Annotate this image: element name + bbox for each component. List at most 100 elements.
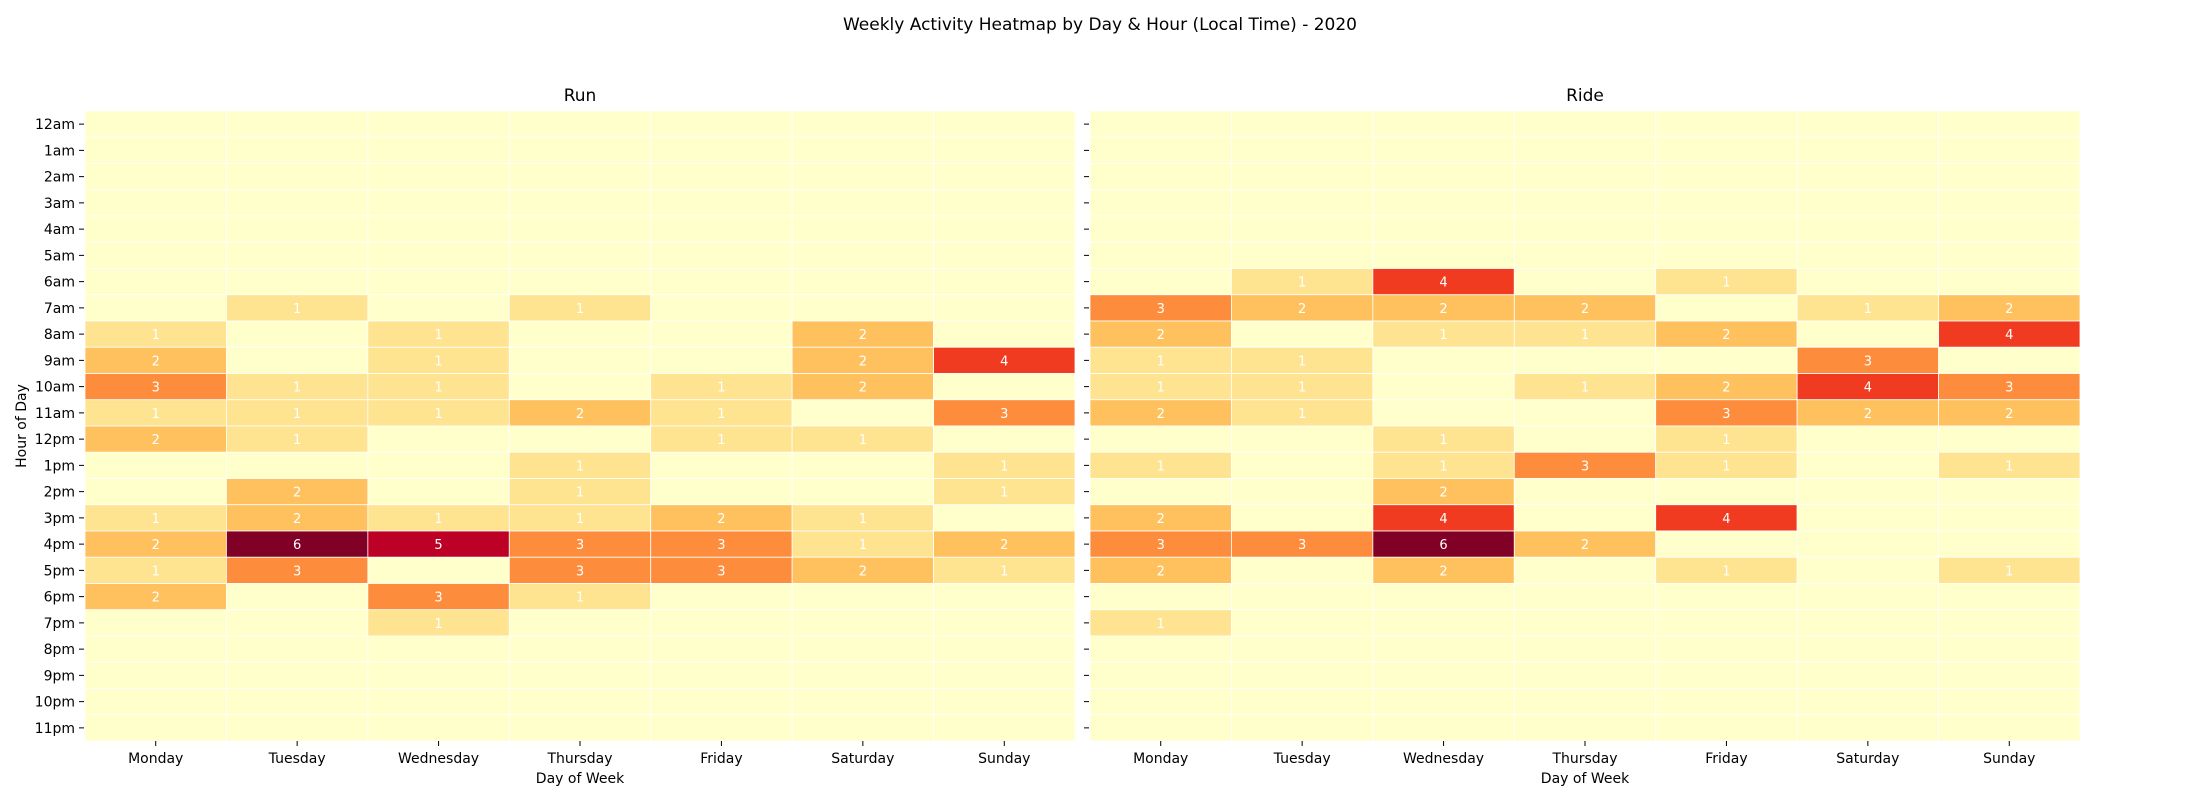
heatmap-cell	[933, 530, 1076, 558]
x-tick-label: Wednesday	[398, 751, 479, 767]
heatmap-cell	[1655, 373, 1798, 401]
heatmap-cell	[1796, 163, 1939, 191]
heatmap-cell	[1089, 241, 1232, 269]
heatmap-cell	[650, 163, 793, 191]
heatmap-cell	[791, 136, 934, 164]
heatmap-cell	[1089, 635, 1232, 663]
heatmap-cell	[1513, 215, 1657, 243]
heatmap-cell	[1231, 215, 1374, 243]
heatmap-cell	[1513, 346, 1657, 374]
heatmap-cell	[1938, 609, 2081, 637]
cell-value-label: 1	[1000, 564, 1008, 579]
cell-value-label: 1	[1722, 433, 1730, 448]
cell-value-label: 2	[293, 512, 301, 527]
heatmap-cell	[1938, 425, 2081, 453]
heatmap-cell	[791, 268, 934, 296]
heatmap-cell	[1655, 110, 1798, 138]
heatmap-cell	[1231, 136, 1374, 164]
heatmap-cell	[508, 451, 652, 479]
heatmap-cell	[1089, 530, 1232, 558]
cell-value-label: 1	[1581, 381, 1589, 396]
heatmap-cell	[1938, 294, 2081, 322]
heatmap-cell	[1372, 635, 1515, 663]
cell-value-label: 2	[152, 591, 160, 606]
cell-value-label: 2	[2005, 302, 2013, 317]
cell-value-label: 1	[1439, 328, 1447, 343]
cell-value-label: 1	[434, 354, 442, 369]
cell-value-label: 2	[1722, 328, 1730, 343]
heatmap-cell	[933, 320, 1076, 348]
heatmap-cell	[1089, 504, 1232, 532]
cell-value-label: 3	[717, 564, 725, 579]
y-tick-label: 12am	[35, 117, 75, 133]
heatmap-cell	[1796, 215, 1939, 243]
cell-value-label: 1	[434, 381, 442, 396]
panel-title: Run	[564, 86, 597, 106]
heatmap-cell	[1796, 583, 1939, 611]
heatmap-cell	[1231, 556, 1374, 584]
x-tick-label: Saturday	[1836, 751, 1899, 767]
y-tick-label: 12pm	[35, 432, 75, 448]
cell-value-label: 1	[1157, 459, 1165, 474]
heatmap-cell	[1513, 399, 1657, 427]
heatmap-cell	[1231, 163, 1374, 191]
heatmap-cell	[1231, 661, 1374, 689]
cell-value-label: 1	[576, 591, 584, 606]
heatmap-cell	[650, 136, 793, 164]
heatmap-cell	[791, 661, 934, 689]
heatmap-cell	[1231, 320, 1374, 348]
heatmap-cell	[367, 136, 510, 164]
heatmap-cell	[1938, 373, 2081, 401]
cell-value-label: 2	[859, 564, 867, 579]
heatmap-cell	[226, 530, 369, 558]
cell-value-label: 1	[859, 538, 867, 553]
heatmap-cell	[226, 136, 369, 164]
heatmap-cell	[933, 215, 1076, 243]
heatmap-cell	[650, 688, 793, 716]
cell-value-label: 1	[152, 564, 160, 579]
heatmap-cell	[1796, 268, 1939, 296]
heatmap-cell	[1796, 556, 1939, 584]
cell-value-label: 1	[152, 407, 160, 422]
heatmap-cell	[367, 714, 510, 742]
heatmap-cell	[933, 504, 1076, 532]
heatmap-cell	[1796, 478, 1939, 506]
heatmap-cell	[1372, 346, 1515, 374]
heatmap-cell	[1796, 714, 1939, 742]
x-tick-label: Sunday	[978, 751, 1030, 767]
heatmap-cell	[508, 320, 652, 348]
heatmap-cell	[84, 346, 227, 374]
heatmap-cell	[367, 661, 510, 689]
cell-value-label: 2	[152, 433, 160, 448]
heatmap-cell	[1938, 399, 2081, 427]
heatmap-cell	[508, 530, 652, 558]
cell-value-label: 4	[2005, 328, 2013, 343]
cell-value-label: 1	[434, 407, 442, 422]
cell-value-label: 3	[1864, 354, 1872, 369]
heatmap-cell	[367, 399, 510, 427]
heatmap-cell	[650, 478, 793, 506]
heatmap-cell	[367, 189, 510, 217]
heatmap-cell	[508, 189, 652, 217]
cell-value-label: 1	[1439, 433, 1447, 448]
heatmap-cell	[1796, 320, 1939, 348]
heatmap-cell	[1655, 530, 1798, 558]
heatmap-cell	[1938, 451, 2081, 479]
heatmap-cell	[1372, 399, 1515, 427]
heatmap-cell	[1513, 136, 1657, 164]
heatmap-cell	[1938, 478, 2081, 506]
heatmap-cell	[367, 425, 510, 453]
heatmap-cell	[1796, 189, 1939, 217]
heatmap-cell	[791, 399, 934, 427]
heatmap-cell	[791, 478, 934, 506]
heatmap-cell	[508, 609, 652, 637]
heatmap-cell	[650, 635, 793, 663]
heatmap-cell	[1655, 346, 1798, 374]
heatmap-cell	[1231, 189, 1374, 217]
cell-value-label: 2	[1157, 564, 1165, 579]
cell-value-label: 2	[1581, 538, 1589, 553]
heatmap-cell	[791, 110, 934, 138]
heatmap-cell	[1513, 714, 1657, 742]
cell-value-label: 1	[717, 407, 725, 422]
heatmap-cell	[933, 110, 1076, 138]
